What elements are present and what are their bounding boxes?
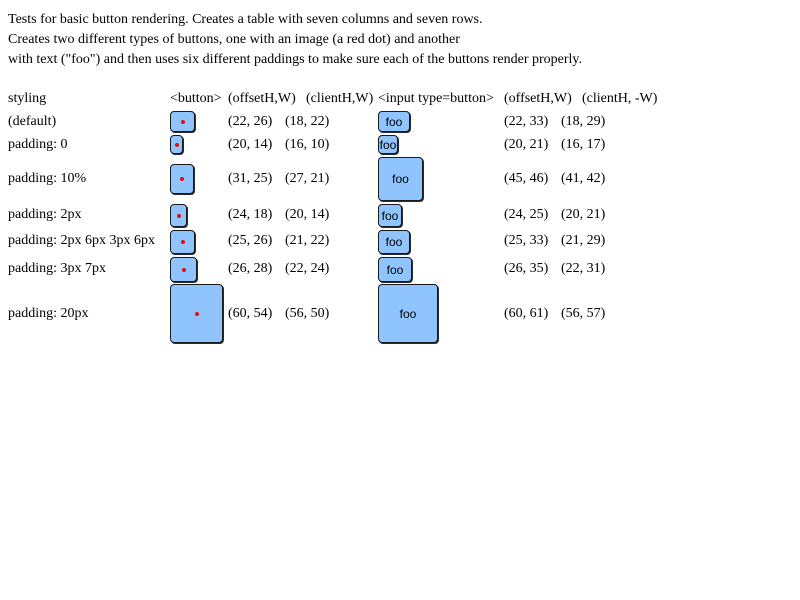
input-client-value: (16, 17) — [561, 137, 606, 152]
header-input: <input type=button> — [378, 91, 494, 106]
header-client-button: (clientH,W) — [306, 91, 374, 106]
button-offset-value: (24, 18) — [228, 207, 273, 222]
foo-button[interactable]: foo — [378, 204, 402, 227]
button-client-value: (16, 10) — [285, 137, 330, 152]
foo-button-label: foo — [392, 172, 409, 186]
input-offset-value: (25, 33) — [504, 233, 549, 248]
foo-button[interactable]: foo — [378, 111, 410, 132]
row-styling: padding: 2px 6px 3px 6px — [8, 233, 155, 248]
row-styling: padding: 10% — [8, 171, 87, 186]
row-styling: (default) — [8, 114, 57, 129]
foo-button[interactable]: foo — [378, 230, 410, 254]
input-client-value: (18, 29) — [561, 114, 606, 129]
header-client-input: (clientH, -W) — [582, 91, 658, 106]
button-offset-value: (26, 28) — [228, 261, 273, 276]
button-client-value: (22, 24) — [285, 261, 330, 276]
red-dot-icon — [180, 119, 185, 124]
button-offset-value: (20, 14) — [228, 137, 273, 152]
red-dot-icon — [180, 240, 185, 244]
button-client-value: (56, 50) — [285, 306, 330, 321]
image-button[interactable] — [170, 135, 183, 154]
image-button[interactable] — [170, 204, 187, 227]
description-line-1: Tests for basic button rendering. Create… — [8, 12, 483, 27]
foo-button[interactable]: foo — [378, 157, 423, 201]
row-styling: padding: 2px — [8, 207, 82, 222]
red-dot-icon — [180, 177, 184, 181]
foo-button[interactable]: foo — [378, 284, 438, 343]
header-offset-button: (offsetH,W) — [228, 91, 296, 106]
foo-button[interactable]: foo — [378, 257, 412, 282]
image-button[interactable] — [170, 230, 195, 254]
button-offset-value: (60, 54) — [228, 306, 273, 321]
button-offset-value: (31, 25) — [228, 171, 273, 186]
input-offset-value: (26, 35) — [504, 261, 549, 276]
foo-button[interactable]: foo — [378, 135, 398, 154]
input-offset-value: (22, 33) — [504, 114, 549, 129]
button-offset-value: (22, 26) — [228, 114, 273, 129]
row-styling: padding: 0 — [8, 137, 68, 152]
description: Tests for basic button rendering. Create… — [8, 10, 582, 70]
image-button[interactable] — [170, 257, 197, 282]
input-client-value: (56, 57) — [561, 306, 606, 321]
red-dot-icon — [176, 213, 181, 218]
description-line-2: Creates two different types of buttons, … — [8, 32, 460, 47]
foo-button-label: foo — [399, 306, 417, 321]
input-offset-value: (20, 21) — [504, 137, 549, 152]
header-offset-input: (offsetH,W) — [504, 91, 572, 106]
button-offset-value: (25, 26) — [228, 233, 273, 248]
row-styling: padding: 20px — [8, 306, 89, 321]
header-button: <button> — [170, 91, 222, 106]
red-dot-icon — [181, 267, 186, 272]
foo-button-label: foo — [385, 235, 403, 249]
image-button[interactable] — [170, 164, 194, 194]
input-offset-value: (60, 61) — [504, 306, 549, 321]
row-styling: padding: 3px 7px — [8, 261, 106, 276]
image-button[interactable] — [170, 284, 223, 343]
button-client-value: (21, 22) — [285, 233, 330, 248]
button-client-value: (20, 14) — [285, 207, 330, 222]
red-dot-icon — [194, 311, 199, 316]
red-dot-icon — [174, 142, 179, 147]
image-button[interactable] — [170, 111, 195, 132]
input-offset-value: (24, 25) — [504, 207, 549, 222]
input-offset-value: (45, 46) — [504, 171, 549, 186]
header-styling: styling — [8, 91, 47, 106]
foo-button-label: foo — [381, 208, 399, 223]
input-client-value: (22, 31) — [561, 261, 606, 276]
input-client-value: (41, 42) — [561, 171, 606, 186]
foo-button-label: foo — [379, 137, 397, 152]
foo-button-label: foo — [385, 114, 403, 129]
button-client-value: (27, 21) — [285, 171, 330, 186]
foo-button-label: foo — [386, 262, 404, 277]
description-line-3: with text ("foo") and then uses six diff… — [8, 52, 582, 67]
input-client-value: (20, 21) — [561, 207, 606, 222]
button-client-value: (18, 22) — [285, 114, 330, 129]
input-client-value: (21, 29) — [561, 233, 606, 248]
